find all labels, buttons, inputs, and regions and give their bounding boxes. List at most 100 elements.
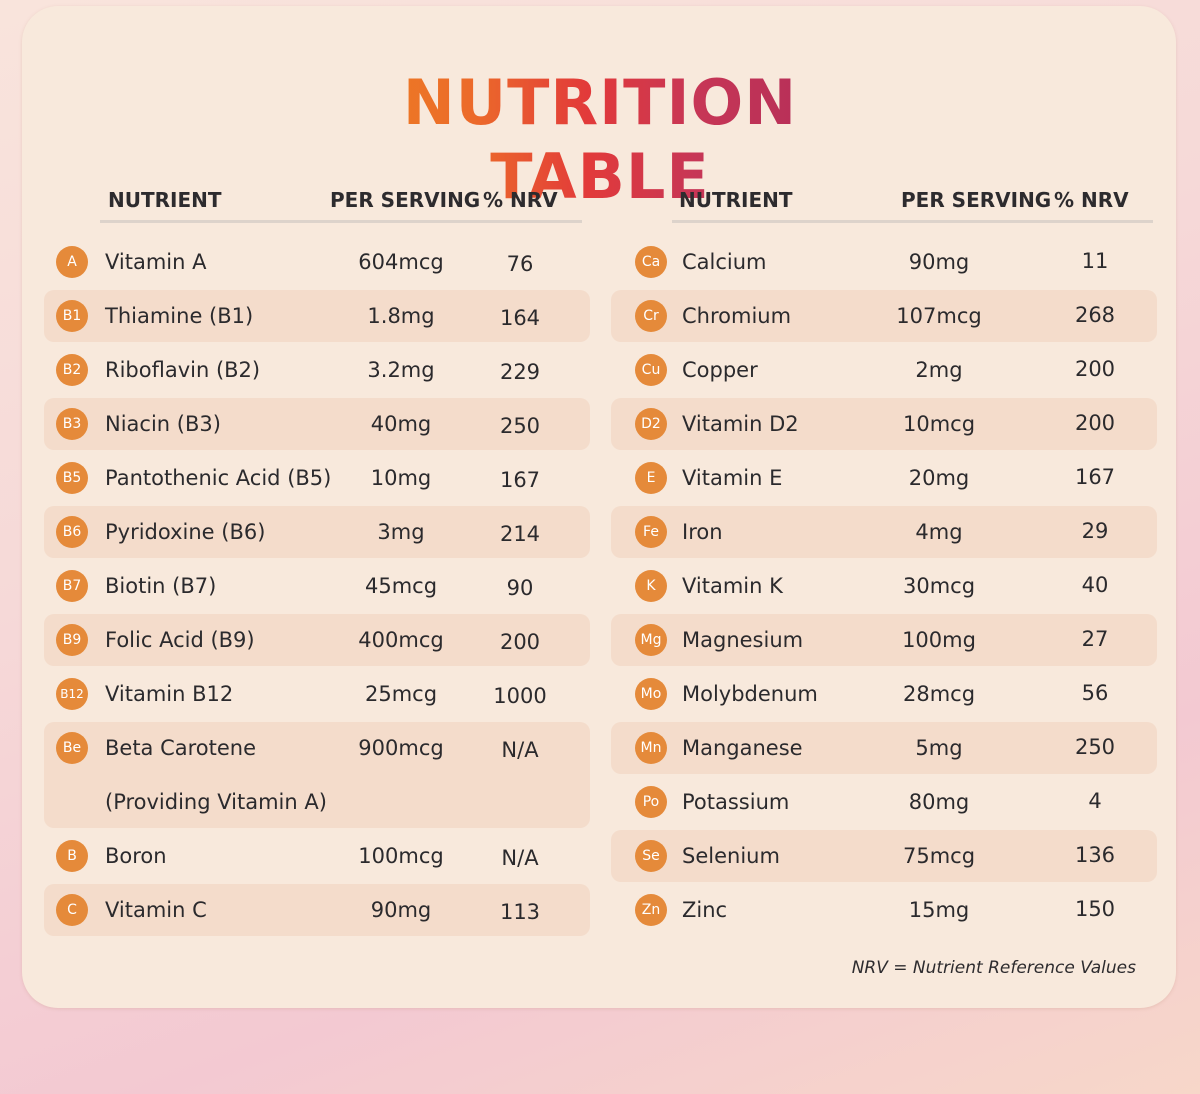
per-serving-value: 3.2mg [367, 358, 435, 382]
nutrient-badge-icon: B6 [56, 516, 88, 548]
nutrient-name: Vitamin K [682, 574, 783, 598]
nutrient-name: Vitamin B12 [105, 682, 234, 706]
header-nutrient: NUTRIENT [679, 188, 793, 212]
header-nrv: % NRV [1054, 188, 1129, 212]
nutrient-badge-icon: Cr [635, 300, 667, 332]
per-serving-value: 2mg [915, 358, 963, 382]
per-serving-value: 1.8mg [367, 304, 435, 328]
per-serving-value: 100mg [902, 628, 976, 652]
nrv-value: 136 [1074, 843, 1116, 867]
table-row: B1 Thiamine (B1) 1.8mg 164 [44, 290, 590, 342]
table-row: Fe Iron 4mg 29 [611, 506, 1157, 558]
nutrient-name: Niacin (B3) [105, 412, 221, 436]
per-serving-value: 40mg [370, 412, 432, 436]
nutrient-badge-icon: B1 [56, 300, 88, 332]
right-table-header: NUTRIENT PER SERVING % NRV [672, 186, 1153, 223]
per-serving-value: 25mcg [364, 682, 438, 706]
nrv-value: 56 [1081, 681, 1109, 705]
nrv-value: 29 [1081, 519, 1109, 543]
nutrient-name: Folic Acid (B9) [105, 628, 255, 652]
table-row: Mn Manganese 5mg 250 [611, 722, 1157, 774]
nrv-value: 90 [506, 576, 534, 600]
per-serving-value: 100mcg [358, 844, 444, 868]
nutrient-badge-icon: Se [635, 840, 667, 872]
per-serving-value: 45mcg [364, 574, 438, 598]
table-row: A Vitamin A 604mcg 76 [44, 236, 590, 288]
per-serving-value: 90mg [370, 898, 432, 922]
nrv-value: 1000 [493, 684, 547, 708]
table-row: Cr Chromium 107mcg 268 [611, 290, 1157, 342]
nutrient-badge-icon: B9 [56, 624, 88, 656]
nutrient-badge-icon: D2 [635, 408, 667, 440]
table-row: Se Selenium 75mcg 136 [611, 830, 1157, 882]
nutrient-name: Copper [682, 358, 758, 382]
table-row: B Boron 100mcg N/A [44, 830, 590, 882]
per-serving-value: 80mg [908, 790, 970, 814]
table-row: B12 Vitamin B12 25mcg 1000 [44, 668, 590, 720]
table-row: B5 Pantothenic Acid (B5) 10mg 167 [44, 452, 590, 504]
nutrient-name: Vitamin E [682, 466, 783, 490]
nrv-value: 167 [499, 468, 541, 492]
nutrient-name: Chromium [682, 304, 792, 328]
nutrient-badge-icon: K [635, 570, 667, 602]
nrv-value: 27 [1081, 627, 1109, 651]
nrv-value: 229 [499, 360, 541, 384]
per-serving-value: 604mcg [358, 250, 444, 274]
nutrient-badge-icon: Be [56, 732, 88, 764]
nutrient-badge-icon: Ca [635, 246, 667, 278]
table-row: D2 Vitamin D2 10mcg 200 [611, 398, 1157, 450]
nutrient-name: Molybdenum [682, 682, 818, 706]
table-row: B3 Niacin (B3) 40mg 250 [44, 398, 590, 450]
nutrient-badge-icon: B12 [56, 678, 88, 710]
table-row: Cu Copper 2mg 200 [611, 344, 1157, 396]
nutrient-name: Iron [682, 520, 723, 544]
per-serving-value: 20mg [908, 466, 970, 490]
table-row: E Vitamin E 20mg 167 [611, 452, 1157, 504]
nrv-value: 200 [1074, 411, 1116, 435]
header-per-serving: PER SERVING [901, 188, 1052, 212]
nutrient-name: Beta Carotene [105, 736, 257, 760]
nutrient-badge-icon: Fe [635, 516, 667, 548]
nutrient-name: Boron [105, 844, 167, 868]
nutrient-badge-icon: Mo [635, 678, 667, 710]
header-nutrient: NUTRIENT [108, 188, 222, 212]
nutrient-name: Thiamine (B1) [105, 304, 254, 328]
nrv-value: 250 [1074, 735, 1116, 759]
table-row: Be Beta Carotene (Providing Vitamin A) 900m… [44, 722, 590, 828]
nrv-value: 167 [1074, 465, 1116, 489]
title-wrap: NUTRITION TABLE [285, 66, 915, 213]
nutrient-name: Calcium [682, 250, 767, 274]
header-per-serving: PER SERVING [330, 188, 481, 212]
nutrient-name: Magnesium [682, 628, 804, 652]
nutrient-name: Vitamin D2 [682, 412, 799, 436]
nrv-value: 76 [506, 252, 534, 276]
nutrient-name: Zinc [682, 898, 728, 922]
nutrient-badge-icon: Zn [635, 894, 667, 926]
table-row: C Vitamin C 90mg 113 [44, 884, 590, 936]
nrv-value: 268 [1074, 303, 1116, 327]
nrv-value: 4 [1088, 789, 1102, 813]
per-serving-value: 15mg [908, 898, 970, 922]
per-serving-value: 75mcg [902, 844, 976, 868]
table-row: Mo Molybdenum 28mcg 56 [611, 668, 1157, 720]
left-table-header: NUTRIENT PER SERVING % NRV [100, 186, 582, 223]
nrv-value: 113 [499, 900, 541, 924]
per-serving-value: 4mg [915, 520, 963, 544]
nutrient-name: Potassium [682, 790, 790, 814]
nutrient-badge-icon: B5 [56, 462, 88, 494]
table-row: B2 Riboflavin (B2) 3.2mg 229 [44, 344, 590, 396]
per-serving-value: 107mcg [896, 304, 982, 328]
table-row: Po Potassium 80mg 4 [611, 776, 1157, 828]
nrv-value: 200 [499, 630, 541, 654]
nrv-value: 40 [1081, 573, 1109, 597]
header-nrv: % NRV [483, 188, 558, 212]
nrv-value: 164 [499, 306, 541, 330]
per-serving-value: 400mcg [358, 628, 444, 652]
table-row: K Vitamin K 30mcg 40 [611, 560, 1157, 612]
nutrient-badge-icon: B2 [56, 354, 88, 386]
per-serving-value: 5mg [915, 736, 963, 760]
per-serving-value: 10mg [370, 466, 432, 490]
nutrient-name: Manganese [682, 736, 803, 760]
nutrient-name-line2: (Providing Vitamin A) [105, 790, 327, 814]
nutrient-badge-icon: C [56, 894, 88, 926]
